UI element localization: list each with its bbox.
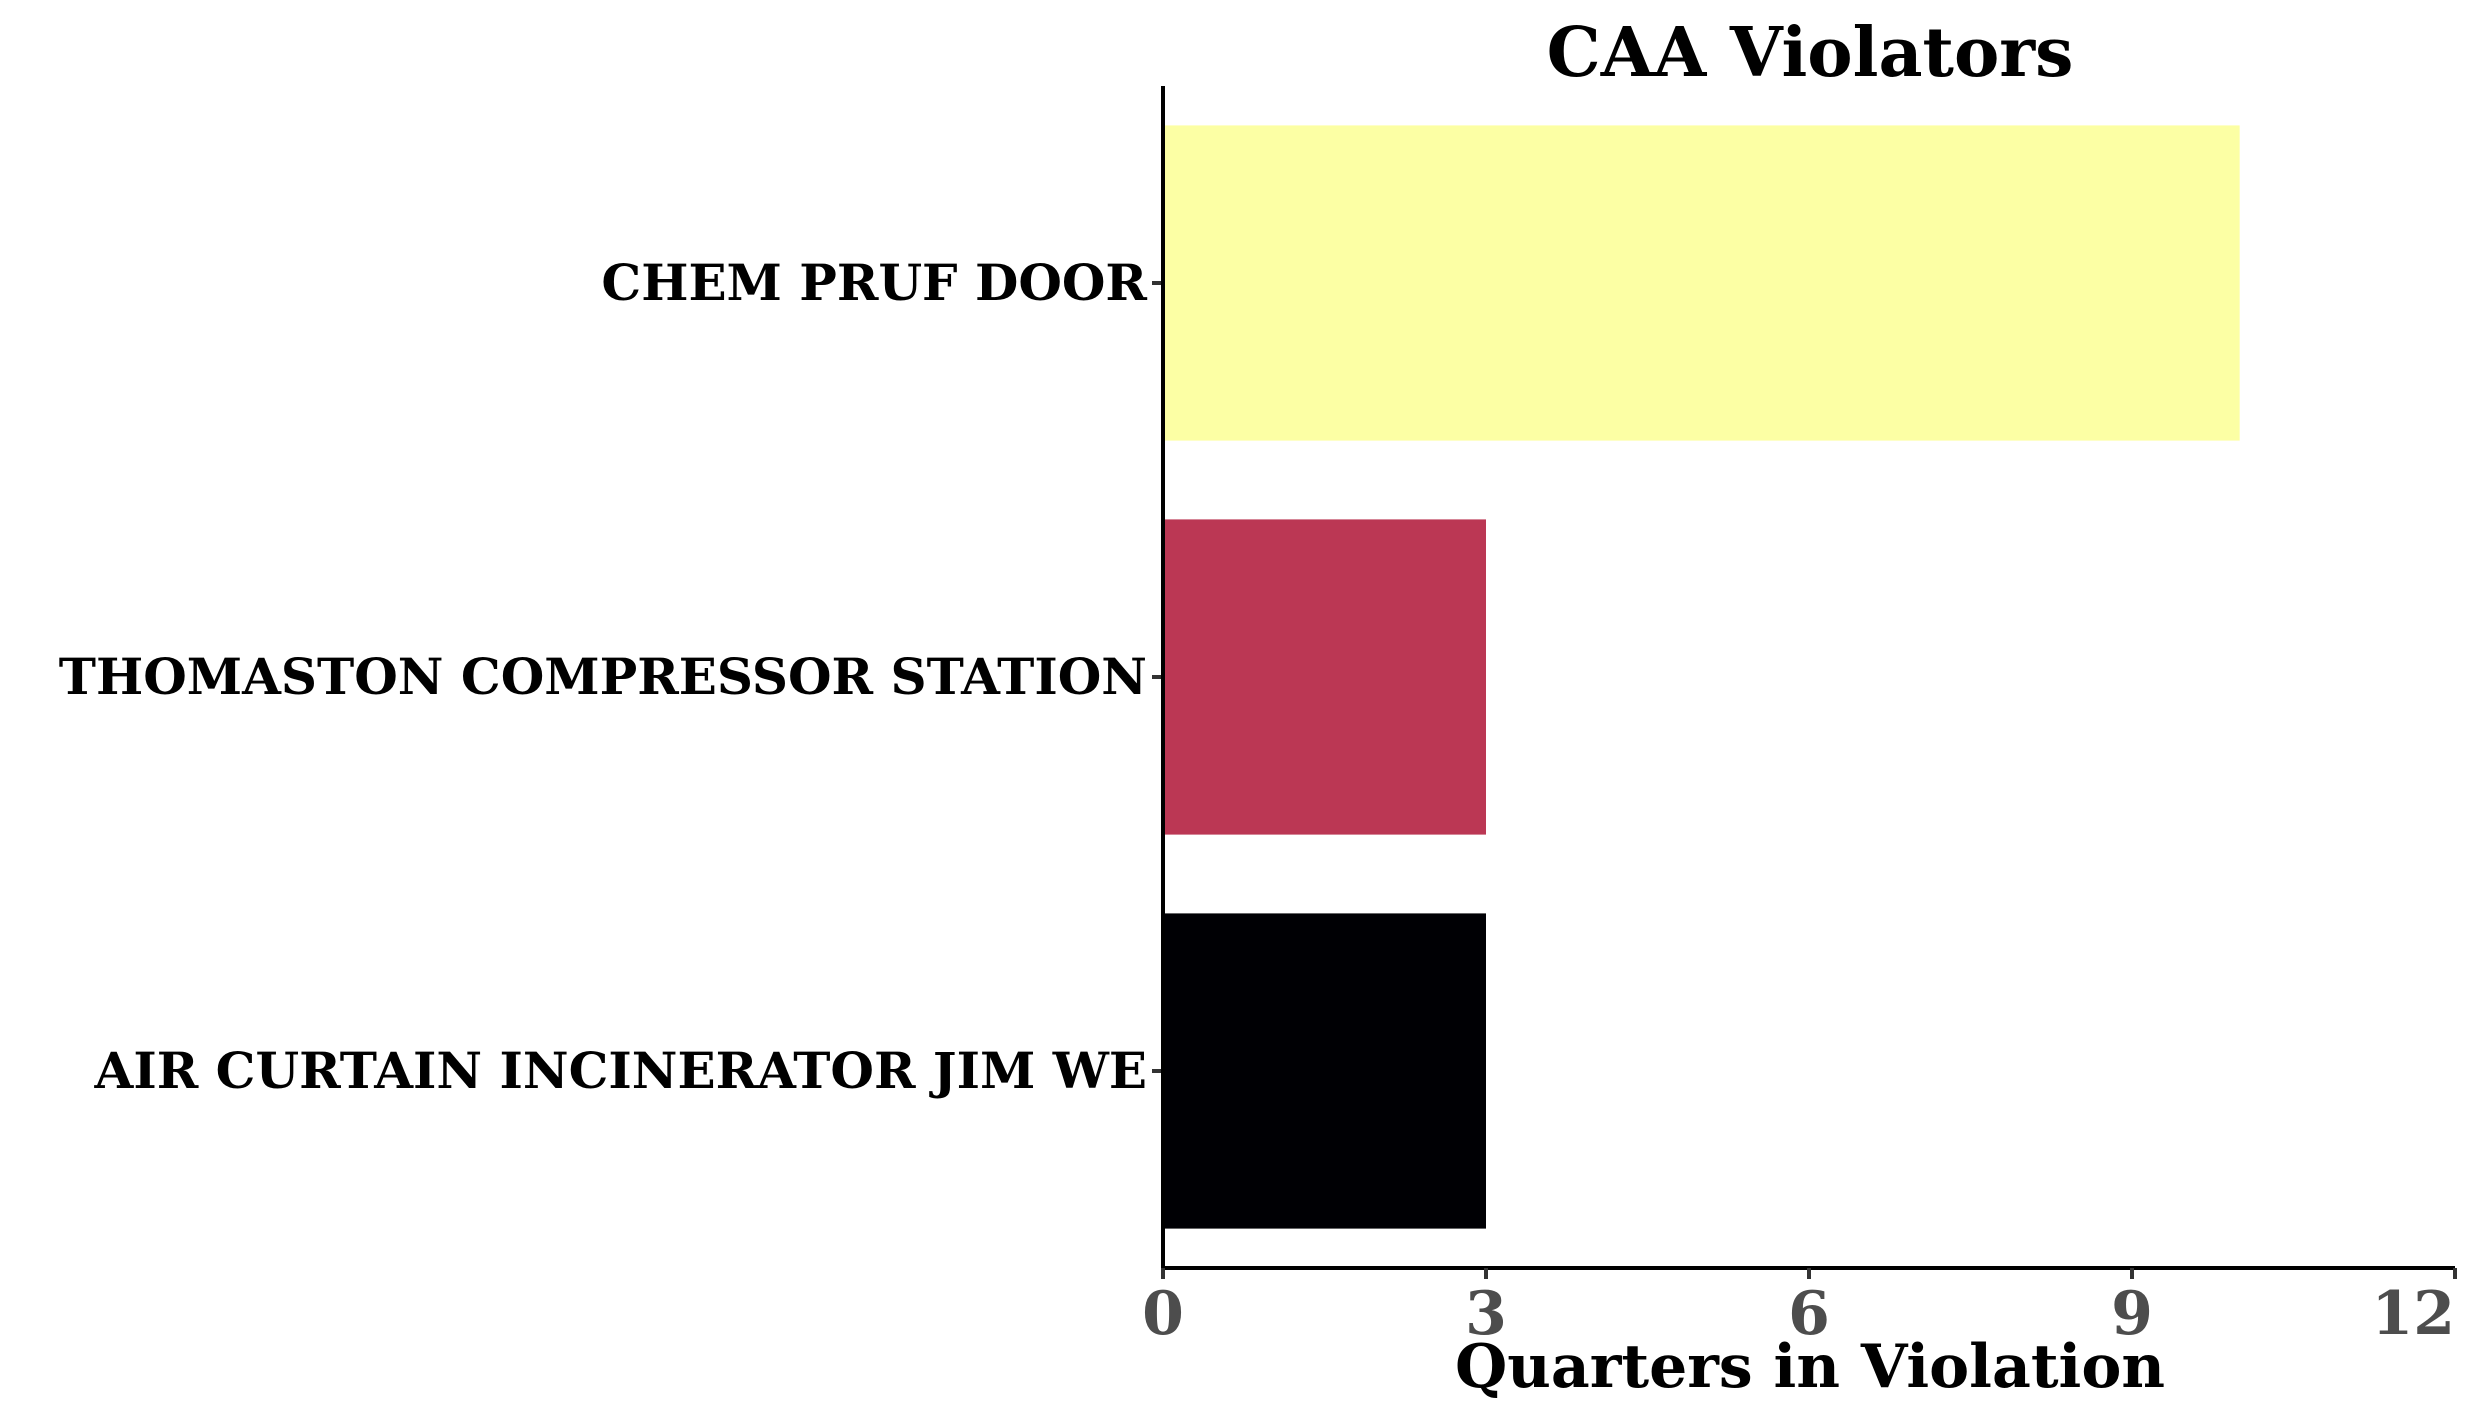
x-tick-label: 9 xyxy=(2111,1279,2153,1349)
x-tick-label: 0 xyxy=(1142,1279,1184,1349)
chart-title: CAA Violators xyxy=(1547,13,2074,93)
y-tick-label: THOMASTON COMPRESSOR STATION xyxy=(59,647,1147,706)
bar-1 xyxy=(1163,125,2240,441)
x-axis: 0 3 6 9 12 xyxy=(1142,1266,2457,1349)
bars-group xyxy=(1163,125,2240,1229)
x-tick-label: 12 xyxy=(2372,1279,2456,1349)
bar-2 xyxy=(1163,519,1486,835)
y-tick-label: AIR CURTAIN INCINERATOR JIM WE xyxy=(94,1041,1147,1100)
y-axis: CHEM PRUF DOOR THOMASTON COMPRESSOR STATI… xyxy=(59,86,1165,1268)
x-tick-label: 3 xyxy=(1465,1279,1507,1349)
y-tick-label: CHEM PRUF DOOR xyxy=(601,253,1147,312)
bar-3 xyxy=(1163,913,1486,1229)
x-axis-title: Quarters in Violation xyxy=(1455,1332,2165,1402)
x-tick-label: 6 xyxy=(1788,1279,1830,1349)
